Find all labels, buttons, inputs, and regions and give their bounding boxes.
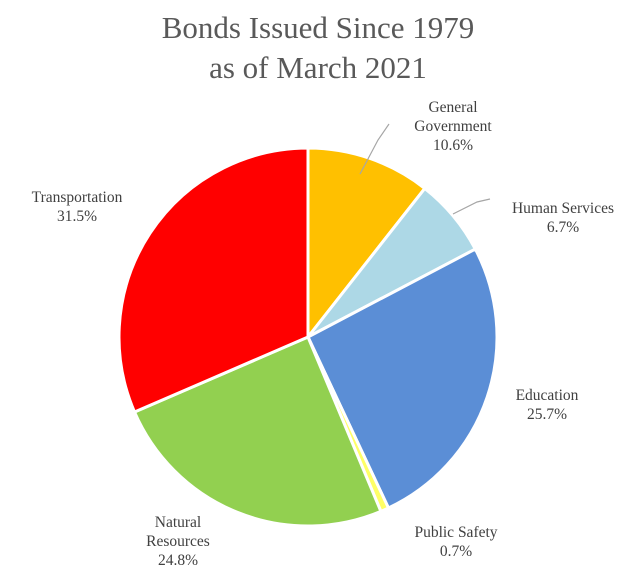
pie-slices [117, 146, 499, 528]
pie-slice-natural-resources [133, 335, 383, 528]
slice-label-general-government-name-1: General [428, 99, 478, 116]
pie-slice-education [306, 247, 499, 510]
slice-label-natural-resources-name-1: Natural [154, 514, 202, 531]
slice-label-human-services: Human Services 6.7% [490, 199, 636, 237]
slice-label-general-government-name-2: Government [414, 118, 492, 135]
slice-label-human-services-name: Human Services [511, 200, 614, 217]
pie-slice-general-government [306, 146, 427, 339]
slice-label-general-government-value: 10.6% [432, 137, 474, 154]
chart-title-line-2: as of March 2021 [209, 50, 427, 85]
slice-label-general-government: General Government 10.6% [378, 98, 528, 155]
slice-label-education-value: 25.7% [526, 406, 568, 423]
slice-label-public-safety-value: 0.7% [439, 543, 473, 560]
pie-slice-transportation [117, 146, 310, 414]
slice-label-transportation: Transportation 31.5% [2, 188, 152, 226]
slice-label-human-services-value: 6.7% [546, 219, 580, 236]
slice-label-natural-resources-name-2: Resources [146, 533, 210, 550]
slice-label-natural-resources-value: 24.8% [157, 552, 199, 569]
slice-label-public-safety: Public Safety 0.7% [386, 523, 526, 561]
slice-label-natural-resources: Natural Resources 24.8% [118, 513, 238, 570]
slice-label-transportation-value: 31.5% [56, 208, 98, 225]
chart-title-line-1: Bonds Issued Since 1979 [161, 10, 475, 45]
leader-line-general-government [359, 123, 390, 175]
leader-line-human-services [452, 198, 491, 215]
slice-label-public-safety-name: Public Safety [414, 524, 498, 541]
slice-label-education: Education 25.7% [492, 386, 602, 424]
leader-lines [359, 123, 491, 215]
slice-label-transportation-name: Transportation [31, 189, 123, 206]
slice-label-education-name: Education [515, 387, 579, 404]
chart-title: Bonds Issued Since 1979 as of March 2021 [0, 8, 636, 88]
